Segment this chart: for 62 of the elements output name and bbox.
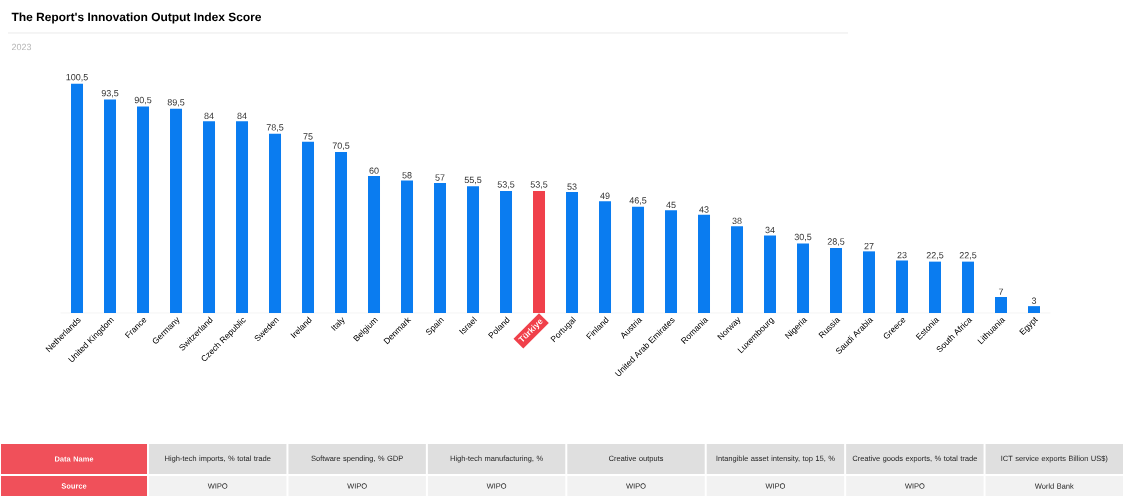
- bar: [665, 210, 678, 313]
- bar: [731, 226, 744, 313]
- data-label: 49: [600, 192, 610, 199]
- bar: [137, 106, 150, 313]
- bar: [764, 235, 777, 313]
- data-label: 23: [897, 251, 907, 259]
- bar: [401, 180, 414, 313]
- data-label: 89,5: [167, 99, 185, 107]
- data-label: 84: [237, 112, 247, 120]
- data-label: 60: [369, 167, 379, 174]
- data-label: 22,5: [959, 252, 977, 260]
- bar: [203, 121, 216, 313]
- data-label: 84: [204, 112, 214, 120]
- bar: [269, 133, 282, 313]
- bar: [599, 201, 612, 313]
- data-label: 70,5: [332, 142, 350, 150]
- data-label: 43: [699, 206, 709, 213]
- bar: [698, 214, 711, 313]
- bar: [467, 186, 480, 313]
- bar: [962, 261, 975, 313]
- data-label: 90,5: [134, 96, 152, 105]
- data-label: 58: [402, 172, 412, 179]
- bar: [896, 260, 909, 313]
- bar: [995, 297, 1008, 313]
- data-label: 3: [1031, 297, 1037, 304]
- bar: [500, 190, 513, 313]
- data-label: 93,5: [101, 90, 119, 98]
- bar: [929, 261, 942, 313]
- bar: [632, 206, 645, 313]
- x-tick-label: Italy: [330, 317, 345, 331]
- data-label: 38: [732, 217, 742, 225]
- bar: [830, 247, 843, 313]
- chart-title: The Report's Innovation Output Index Score: [11, 12, 262, 24]
- data-label: 57: [435, 174, 445, 181]
- data-label: 78,5: [266, 124, 284, 132]
- bar: [335, 152, 348, 313]
- data-label: 34: [765, 226, 775, 234]
- data-label: 45: [666, 201, 676, 209]
- data-label: 28,5: [827, 238, 845, 246]
- bar: [104, 99, 117, 313]
- data-label: 53,5: [497, 181, 515, 189]
- data-label: 75: [303, 133, 313, 140]
- bar: [863, 251, 876, 313]
- bar: [71, 83, 84, 313]
- data-label: 7: [998, 288, 1004, 295]
- bar: [797, 243, 810, 313]
- bar: [566, 192, 579, 313]
- data-label: 30,5: [794, 233, 812, 242]
- data-label: 55,5: [464, 176, 482, 185]
- data-label: 53,5: [530, 181, 548, 189]
- bar: [434, 182, 447, 313]
- bar: [368, 176, 381, 313]
- bar: [236, 121, 249, 313]
- data-label: 27: [864, 242, 874, 250]
- chart-subtitle: 2023: [11, 43, 32, 51]
- bar: [170, 108, 183, 313]
- bar: [1028, 306, 1041, 313]
- data-label: 22,5: [926, 252, 944, 260]
- data-label: 100,5: [66, 74, 88, 82]
- bar: [302, 141, 315, 313]
- data-label: 53: [567, 183, 577, 190]
- data-label: 46,5: [629, 197, 647, 205]
